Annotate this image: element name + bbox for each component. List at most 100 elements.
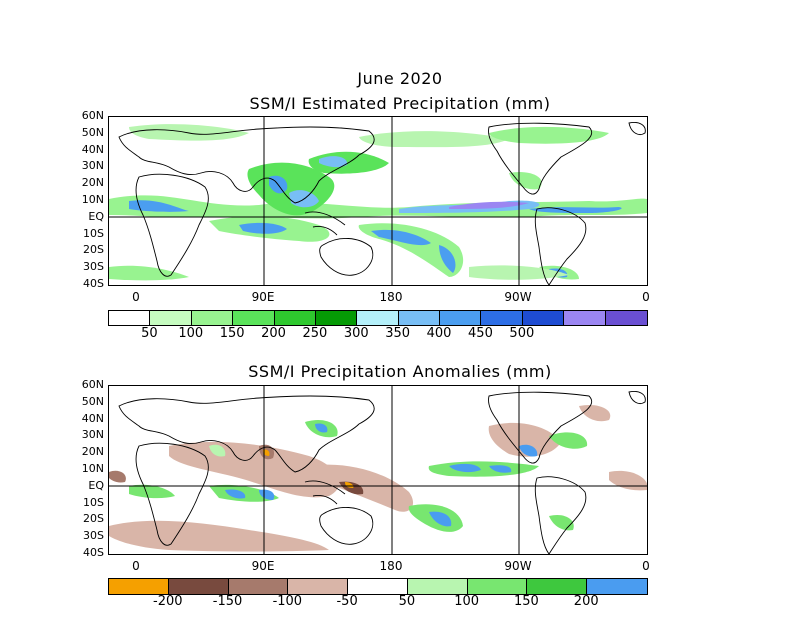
spcz-blue-south (439, 245, 456, 273)
lon-label: 90W (504, 559, 532, 573)
lat-label: 50N (81, 125, 104, 139)
lat-label: 10S (83, 226, 104, 240)
africa-outline (135, 173, 209, 277)
bottom-coastlines (118, 391, 646, 554)
atlantic-itcz-blue (129, 200, 189, 212)
greenland-outline (628, 391, 646, 404)
s-indian-blue (239, 222, 287, 234)
bottom-anomaly-map (108, 385, 648, 555)
greenland-outline (628, 122, 646, 135)
colorbar-label: 500 (509, 326, 535, 341)
s-indian-positive-blue (225, 489, 246, 499)
lat-label: 60N (81, 378, 104, 391)
top-panel-title: SSM/I Estimated Precipitation (mm) (249, 94, 551, 113)
itcz-green-band (109, 195, 647, 219)
indonesia-outline (304, 211, 346, 236)
eurasia-outline (118, 395, 375, 473)
colorbar-swatch (150, 311, 192, 325)
s-atlantic-positive-blue (549, 514, 574, 531)
lon-label: 180 (379, 290, 403, 304)
pacific-itcz-purple (449, 201, 529, 209)
colorbar-swatch (605, 311, 647, 325)
lat-label: 10S (83, 495, 104, 509)
australia-outline (319, 507, 374, 545)
india-orange (263, 449, 270, 456)
lon-label: 0 (642, 559, 650, 573)
lon-label: 90E (251, 290, 275, 304)
pacific-positive-blue (449, 463, 481, 473)
colorbar-label: 250 (302, 326, 328, 341)
bottom-anomaly-fields (109, 404, 647, 552)
s-ocean-green (109, 265, 189, 281)
spcz-blue (371, 229, 431, 246)
colorbar-swatch (168, 579, 229, 594)
asia-negative-tan (169, 441, 340, 498)
lat-label: 20N (81, 176, 104, 190)
lat-label: 30N (81, 428, 104, 442)
n-atlantic-negative-tan (579, 404, 611, 422)
colorbar-swatch (348, 579, 408, 594)
lat-label: 30S (83, 260, 104, 274)
s-indian-positive-green (209, 484, 279, 502)
eurasia-outline (118, 126, 375, 204)
lat-label: 10N (81, 462, 104, 475)
top-gridlines (109, 117, 647, 285)
europe-green (129, 124, 249, 141)
colorbar-label: 150 (514, 594, 539, 609)
colorbar-swatch (109, 311, 151, 325)
top-colorbar (108, 310, 648, 326)
s-indian-negative-tan (109, 520, 329, 552)
mexico-green (509, 171, 542, 190)
top-coastlines (118, 122, 646, 285)
lat-label: 10N (81, 193, 104, 206)
e-us-positive-green (549, 432, 588, 449)
lat-label: EQ (88, 209, 104, 223)
bottom-gridlines (109, 386, 647, 554)
colorbar-swatch (109, 579, 169, 594)
lat-label: 40N (81, 142, 104, 156)
colorbar-swatch (407, 579, 468, 594)
bottom-colorbar (108, 578, 648, 595)
indonesia-outline (304, 480, 346, 505)
top-precip-fields (109, 124, 647, 281)
pacific-positive-green (428, 461, 539, 477)
colorbar-swatch (527, 579, 588, 594)
colorbar-label: -50 (336, 594, 358, 609)
north-america-outline (488, 122, 592, 195)
e-asia-positive-blue (315, 423, 328, 433)
colorbar-label: 50 (398, 594, 416, 609)
top-map-svg (109, 117, 647, 285)
colorbar-label: 50 (141, 326, 158, 341)
pacific-positive-blue-2 (489, 465, 512, 473)
bottom-panel-title: SSM/I Precipitation Anomalies (mm) (248, 362, 552, 381)
n-pacific-green (359, 131, 509, 148)
south-america-outline (534, 207, 587, 285)
colorbar-label: 450 (468, 326, 493, 341)
colorbar-swatch (587, 579, 647, 594)
colorbar-swatch (481, 311, 523, 325)
south-america-outline (534, 476, 587, 554)
lat-label: 40N (81, 411, 104, 425)
lat-label: 40S (83, 546, 104, 559)
lon-label: 0 (132, 290, 140, 304)
lon-label: 0 (642, 290, 650, 304)
lon-label: 90W (504, 290, 532, 304)
lat-label: 30S (83, 529, 104, 543)
colorbar-label: 200 (573, 594, 599, 609)
lon-label: 180 (379, 559, 403, 573)
top-precip-map (108, 116, 648, 286)
colorbar-label: -100 (272, 594, 303, 609)
colorbar-label: 300 (343, 326, 369, 341)
s-indian-positive-blue-2 (259, 489, 275, 500)
colorbar-swatch (315, 311, 358, 325)
colorbar-label: 350 (385, 326, 411, 341)
maritime-negative-brown (339, 481, 364, 495)
lat-label: 40S (83, 277, 104, 290)
colorbar-swatch (467, 579, 528, 594)
w-africa-negative-brown (109, 470, 126, 483)
lat-label: 20N (81, 445, 104, 459)
main-title: June 2020 (357, 69, 443, 88)
lat-label: 60N (81, 109, 104, 122)
colorbar-label: -200 (153, 594, 183, 609)
lat-label: 30N (81, 159, 104, 173)
